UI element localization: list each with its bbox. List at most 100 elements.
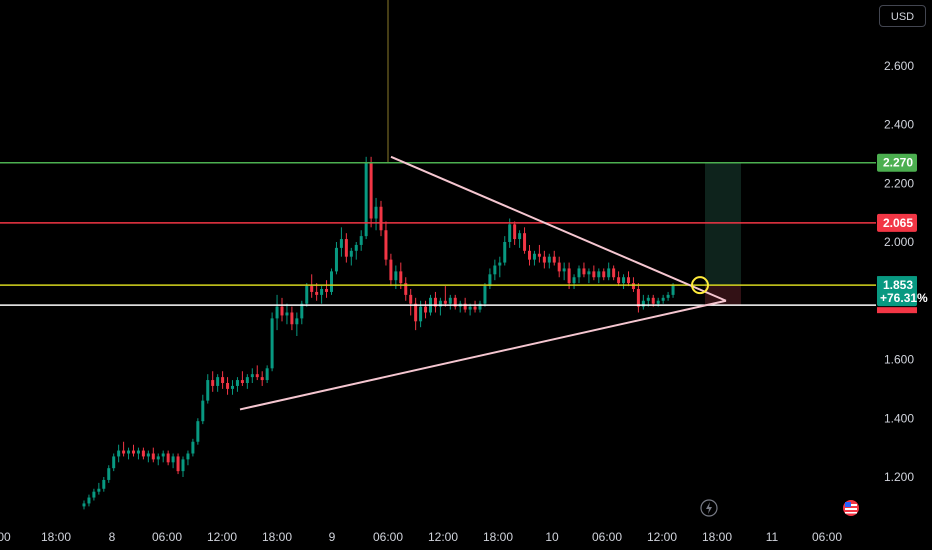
candle-body	[636, 289, 640, 307]
candle-body	[201, 400, 205, 422]
candle-body	[290, 312, 294, 325]
y-tick-label: 1.200	[884, 470, 914, 484]
candle-body	[161, 453, 165, 457]
candle-body	[379, 206, 383, 231]
candle-body	[567, 268, 571, 284]
candle-body	[280, 306, 284, 316]
candle-body	[315, 291, 319, 295]
triangle-lower-line	[239, 299, 727, 411]
candle-body	[285, 312, 289, 316]
candle-body	[92, 491, 96, 498]
x-tick-label: 18:00	[702, 530, 732, 544]
candle-body	[542, 256, 546, 263]
candle-body	[448, 297, 452, 304]
candle-body	[671, 285, 675, 295]
candle-body	[651, 297, 655, 304]
candle-body	[112, 456, 116, 469]
candle-body	[483, 286, 487, 304]
current-tag-label: 1.853	[883, 278, 913, 292]
candle-body	[389, 259, 393, 281]
candle-body	[221, 377, 225, 383]
candle-body	[646, 297, 650, 301]
candle-body	[607, 268, 611, 278]
target-tag-label: 2.270	[883, 156, 913, 170]
candle-body	[463, 303, 467, 310]
candle-body	[592, 271, 596, 278]
candle-body	[166, 453, 170, 463]
candle-body	[117, 450, 121, 457]
x-tick-label: 06:00	[373, 530, 403, 544]
candle-body	[503, 242, 507, 263]
profit-zone[interactable]	[705, 162, 741, 286]
candle-body	[547, 256, 551, 263]
y-tick-label: 2.400	[884, 118, 914, 132]
candle-body	[206, 380, 210, 401]
candle-body	[384, 230, 388, 260]
candle-body	[602, 271, 606, 278]
candle-body	[399, 271, 403, 284]
candle-body	[255, 374, 259, 378]
candle-body	[260, 377, 264, 381]
y-tick-label: 2.200	[884, 176, 914, 190]
candle-body	[250, 374, 254, 378]
candle-body	[537, 253, 541, 257]
x-tick-label: 12:00	[647, 530, 677, 544]
triangle-pattern[interactable]	[239, 155, 727, 411]
price-tags: 2.270 2.065 1.853+76.31%	[877, 153, 928, 314]
loss-zone[interactable]	[705, 285, 741, 306]
candle-body	[265, 368, 269, 381]
candle-body	[508, 224, 512, 242]
candle-body	[364, 162, 368, 237]
candle-body	[438, 300, 442, 307]
y-axis: 2.600 2.400 2.200 2.000 1.600 1.400 1.200	[884, 59, 914, 484]
resistance-tag	[877, 213, 917, 232]
candle-body	[245, 377, 249, 383]
candlestick-series	[82, 0, 675, 510]
candle-body	[597, 271, 601, 278]
candle-body	[211, 380, 215, 386]
candle-body	[334, 247, 338, 272]
candle-body	[107, 468, 111, 480]
candle-body	[136, 450, 140, 454]
candle-body	[196, 421, 200, 442]
candle-body	[493, 265, 497, 275]
y-tick-label: 1.400	[884, 411, 914, 425]
candle-body	[666, 294, 670, 298]
candle-body	[181, 459, 185, 472]
lightning-icon[interactable]	[700, 499, 718, 517]
candle-body	[523, 233, 527, 251]
us-flag-icon[interactable]	[843, 500, 859, 516]
candle-body	[305, 286, 309, 304]
candle-body	[344, 239, 348, 257]
candle-body	[577, 268, 581, 278]
x-tick-label: 18:00	[41, 530, 71, 544]
candle-body	[226, 383, 230, 389]
x-tick-label: 10	[545, 530, 559, 544]
candle-body	[419, 306, 423, 322]
target-tag	[877, 153, 917, 172]
candle-body	[102, 479, 106, 489]
candle-body	[424, 306, 428, 313]
candle-body	[433, 297, 437, 307]
candle-body	[617, 277, 621, 284]
candle-body	[325, 289, 329, 292]
x-tick-label: 06:00	[812, 530, 842, 544]
candle-body	[132, 450, 135, 454]
candle-body	[394, 271, 398, 281]
candle-body	[231, 385, 234, 389]
y-tick-label: 2.600	[884, 59, 914, 73]
currency-button[interactable]: USD	[879, 5, 926, 27]
candle-body	[349, 250, 353, 257]
candle-body	[661, 297, 665, 301]
candle-body	[488, 274, 492, 287]
candle-body	[478, 303, 482, 310]
candle-body	[330, 271, 333, 292]
candle-body	[171, 456, 175, 463]
x-tick-label: 11	[766, 530, 779, 544]
candle-body	[453, 297, 457, 307]
price-lines[interactable]	[0, 161, 876, 306]
candle-body	[127, 450, 131, 454]
candle-body	[369, 162, 373, 219]
candle-body	[359, 236, 363, 245]
